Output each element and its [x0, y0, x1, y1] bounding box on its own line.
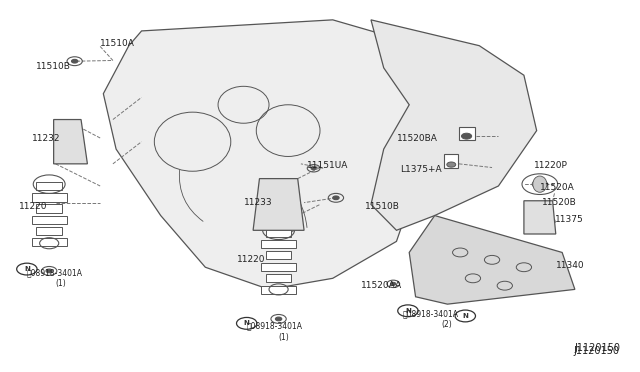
Text: 11220: 11220 [237, 255, 266, 264]
Text: 11220P: 11220P [534, 161, 567, 170]
Text: 11340: 11340 [556, 261, 584, 270]
Bar [266, 274, 291, 282]
Text: (2): (2) [441, 320, 452, 329]
Circle shape [333, 196, 339, 200]
Bar [261, 240, 296, 248]
Bar [36, 182, 62, 190]
Text: N: N [405, 308, 411, 314]
Polygon shape [524, 201, 556, 234]
Circle shape [275, 317, 282, 321]
Bar [444, 154, 458, 168]
Circle shape [46, 269, 52, 273]
Circle shape [447, 162, 456, 167]
Bar [266, 228, 291, 237]
Text: N: N [462, 313, 468, 319]
Text: 11520B: 11520B [541, 198, 577, 207]
Text: 11510B: 11510B [36, 61, 71, 71]
Text: 11510A: 11510A [100, 39, 135, 48]
Bar [31, 238, 67, 246]
Text: N: N [244, 320, 250, 326]
Text: N: N [24, 266, 30, 272]
Circle shape [311, 167, 316, 170]
Text: (1): (1) [278, 333, 289, 342]
Text: 11220: 11220 [19, 202, 48, 211]
Text: ⓝ08918-3401A: ⓝ08918-3401A [246, 322, 303, 331]
Circle shape [72, 60, 78, 63]
Text: L1375+A: L1375+A [399, 165, 441, 174]
Text: ⓝ08918-3401A: ⓝ08918-3401A [27, 268, 83, 277]
Text: 11233: 11233 [244, 198, 272, 207]
Bar [261, 286, 296, 294]
Bar [459, 127, 475, 140]
Circle shape [461, 133, 472, 139]
Polygon shape [409, 215, 575, 304]
Bar [261, 263, 296, 271]
Bar [36, 205, 62, 212]
Text: J1120150: J1120150 [573, 346, 620, 356]
Circle shape [391, 282, 396, 285]
Text: 11151UA: 11151UA [307, 161, 349, 170]
Text: 11520AA: 11520AA [362, 281, 403, 290]
Text: (1): (1) [56, 279, 67, 288]
Bar [36, 227, 62, 235]
Bar [266, 251, 291, 260]
Text: 11232: 11232 [32, 134, 60, 142]
Bar [31, 215, 67, 224]
Polygon shape [253, 179, 304, 230]
Bar [31, 193, 67, 202]
Text: 11510B: 11510B [365, 202, 399, 211]
Polygon shape [103, 20, 499, 289]
Polygon shape [371, 20, 537, 230]
Ellipse shape [533, 176, 547, 192]
Text: ⓝ08918-3401A: ⓝ08918-3401A [403, 309, 459, 318]
Text: 11520BA: 11520BA [396, 134, 437, 142]
Text: J1120150: J1120150 [575, 343, 621, 353]
Text: 11375: 11375 [554, 215, 583, 224]
Polygon shape [54, 119, 88, 164]
Text: 11520A: 11520A [540, 183, 575, 192]
